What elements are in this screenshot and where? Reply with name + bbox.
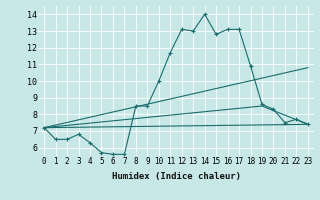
- X-axis label: Humidex (Indice chaleur): Humidex (Indice chaleur): [111, 172, 241, 181]
